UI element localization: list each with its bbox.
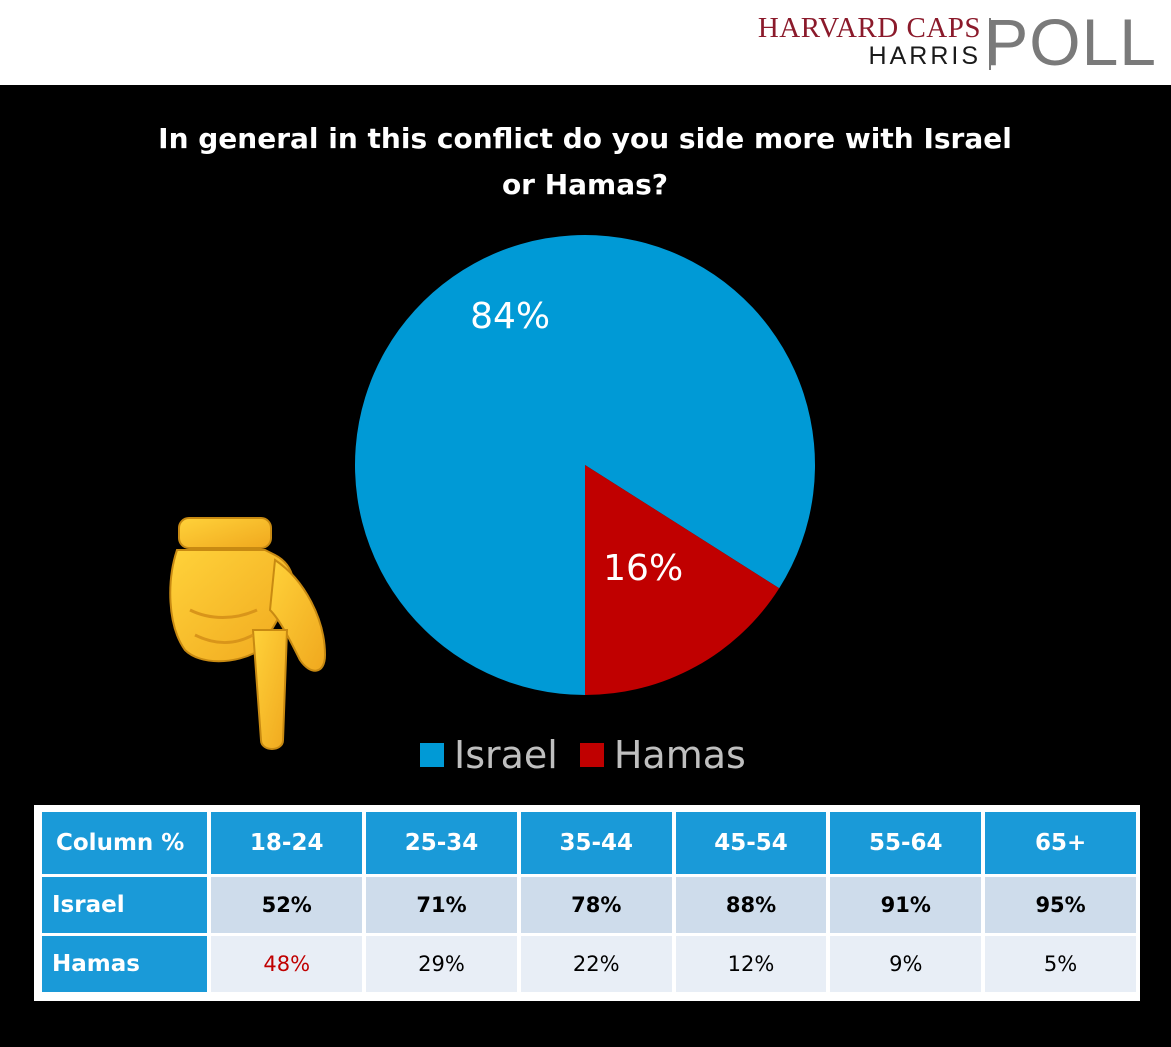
chart-legend: Israel Hamas <box>420 730 746 780</box>
row-header-israel: Israel <box>42 877 208 933</box>
logo-line-harris: HARRIS <box>868 42 981 70</box>
table-cell: 29% <box>366 936 517 992</box>
harvard-caps-harris-poll-logo: HARVARD CAPS HARRIS POLL <box>758 5 1157 79</box>
age-breakdown-table: Column % 18-24 25-34 35-44 45-54 55-64 6… <box>34 805 1140 1001</box>
pointing-down-hand-icon <box>169 517 327 750</box>
table-row-hamas: Hamas 48% 29% 22% 12% 9% 5% <box>42 936 1136 992</box>
table-header-row: Column % 18-24 25-34 35-44 45-54 55-64 6… <box>42 812 1136 874</box>
table-cell: 9% <box>830 936 982 992</box>
column-header: 45-54 <box>675 812 827 874</box>
legend-swatch-hamas <box>579 743 604 767</box>
legend-label-israel: Israel <box>454 733 558 777</box>
legend-item-hamas: Hamas <box>579 733 746 777</box>
header-bar: HARVARD CAPS HARRIS POLL <box>0 0 1171 85</box>
column-header: 25-34 <box>366 812 517 874</box>
chart-title: In general in this conflict do you side … <box>158 122 1012 201</box>
pie-chart: 84% 16% <box>355 234 816 695</box>
table-cell: 88% <box>675 877 827 933</box>
column-header: 65+ <box>985 812 1136 874</box>
table-cell: 12% <box>675 936 827 992</box>
logo-line-harvard-caps: HARVARD CAPS <box>757 12 981 44</box>
legend-swatch-israel <box>420 743 444 767</box>
pie-slice-hamas <box>585 465 780 695</box>
pie-label-hamas: 16% <box>603 548 683 589</box>
table-cell: 5% <box>985 936 1136 992</box>
table-cell: 91% <box>830 877 982 933</box>
table-cell: 71% <box>366 877 517 933</box>
logo-line-poll: POLL <box>984 5 1157 79</box>
table-cell-highlighted: 48% <box>211 936 363 992</box>
table-cell: 52% <box>211 877 363 933</box>
column-header: 35-44 <box>520 812 672 874</box>
pie-label-israel: 84% <box>470 296 550 337</box>
pie-slice-israel <box>355 234 816 695</box>
logo-divider <box>989 18 991 70</box>
table-cell: 78% <box>520 877 672 933</box>
table-corner-header: Column % <box>42 812 208 874</box>
legend-item-israel: Israel <box>420 733 558 777</box>
row-header-hamas: Hamas <box>42 936 208 992</box>
table-cell: 22% <box>520 936 672 992</box>
column-header: 18-24 <box>211 812 363 874</box>
legend-label-hamas: Hamas <box>613 733 746 777</box>
column-header: 55-64 <box>830 812 982 874</box>
table-row-israel: Israel 52% 71% 78% 88% 91% 95% <box>42 877 1136 933</box>
table-cell: 95% <box>985 877 1136 933</box>
